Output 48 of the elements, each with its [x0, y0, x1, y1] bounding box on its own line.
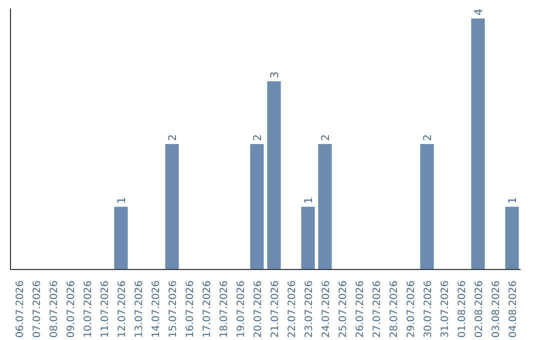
x-tick-label: 12.07.2026 — [117, 280, 128, 338]
x-tick-label: 07.07.2026 — [32, 280, 43, 338]
bar — [301, 206, 315, 270]
data-label: 3 — [268, 72, 281, 78]
x-tick-label: 10.07.2026 — [83, 280, 94, 338]
x-tick-label: 28.07.2026 — [389, 280, 400, 338]
x-tick-label: 15.07.2026 — [168, 280, 179, 338]
x-tick-label: 04.08.2026 — [508, 280, 519, 338]
x-tick-label: 08.07.2026 — [49, 280, 60, 338]
x-tick-label: 17.07.2026 — [202, 280, 213, 338]
x-tick-label: 31.07.2026 — [440, 280, 451, 338]
x-tick-label: 09.07.2026 — [66, 280, 77, 338]
bar — [505, 206, 519, 270]
x-tick-label: 25.07.2026 — [338, 280, 349, 338]
x-tick-label: 14.07.2026 — [151, 280, 162, 338]
bar — [267, 81, 281, 270]
data-label: 1 — [302, 196, 315, 204]
x-tick-label: 19.07.2026 — [236, 280, 247, 338]
x-tick-label: 20.07.2026 — [253, 280, 264, 338]
x-tick-label: 06.07.2026 — [15, 280, 26, 338]
x-tick-label: 24.07.2026 — [321, 280, 332, 338]
x-tick-label: 30.07.2026 — [423, 280, 434, 338]
x-tick-label: 18.07.2026 — [219, 280, 230, 338]
x-tick-label: 03.08.2026 — [491, 280, 502, 338]
bar — [420, 144, 434, 270]
bar — [165, 144, 179, 270]
data-label: 2 — [319, 134, 332, 142]
x-tick-label: 02.08.2026 — [474, 280, 485, 338]
x-tick-label: 11.07.2026 — [100, 280, 111, 338]
x-tick-label: 29.07.2026 — [406, 280, 417, 338]
bar — [318, 144, 332, 270]
data-label: 2 — [421, 134, 434, 142]
x-tick-label: 21.07.2026 — [270, 280, 281, 338]
data-label: 1 — [506, 196, 519, 204]
x-tick-label: 22.07.2026 — [287, 280, 298, 338]
x-tick-label: 01.08.2026 — [457, 280, 468, 338]
x-tick-label: 13.07.2026 — [134, 280, 145, 338]
data-label: 2 — [251, 134, 264, 142]
data-label: 1 — [115, 196, 128, 204]
bar — [114, 206, 128, 270]
x-tick-label: 27.07.2026 — [372, 280, 383, 338]
data-label: 4 — [472, 8, 485, 16]
x-tick-label: 23.07.2026 — [304, 280, 315, 338]
bar — [471, 18, 485, 270]
data-label: 2 — [166, 134, 179, 142]
bar — [250, 144, 264, 270]
x-tick-label: 16.07.2026 — [185, 280, 196, 338]
x-tick-label: 26.07.2026 — [355, 280, 366, 338]
